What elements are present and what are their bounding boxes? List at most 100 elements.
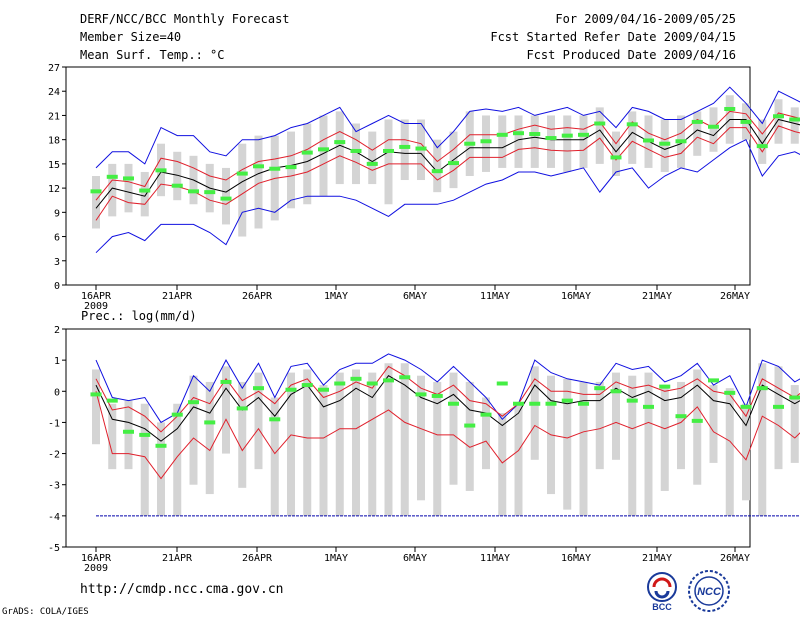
fcst-started-date: Fcst Started Refer Date 2009/04/15 [490,30,736,44]
spread-box [612,372,620,460]
obs-marker [691,418,703,423]
obs-marker [789,395,800,400]
y-tick-label: 24 [48,87,60,98]
obs-marker [415,392,427,397]
series-mean-line [95,118,800,209]
y-tick-label: -5 [48,543,60,554]
spread-box [433,381,442,516]
obs-marker [724,390,736,395]
spread-box [498,115,507,168]
spread-box [108,403,117,470]
bcc-logo-text: BCC [652,602,672,612]
obs-marker [350,376,362,381]
source-url[interactable]: http://cmdp.ncc.cma.gov.cn [80,582,284,597]
x-tick-label: 21APR [162,553,193,564]
spread-box [384,363,393,516]
spread-box [579,115,588,168]
obs-marker [106,398,118,403]
obs-marker [220,379,232,384]
x-tick-label: 26MAY [720,291,750,302]
obs-marker [756,144,768,149]
spread-box [563,115,572,172]
spread-box [400,363,409,516]
spread-box [335,111,344,185]
spread-box [790,107,799,144]
obs-marker [366,161,378,166]
plot-frame-0 [65,66,751,286]
obs-marker [139,432,151,437]
obs-marker [431,393,443,398]
spread-box [124,400,133,470]
spread-box [449,372,458,485]
spread-box [709,107,718,152]
obs-marker [236,406,248,411]
ncc-logo: NCC [688,570,730,612]
y-tick-label: -4 [48,512,60,523]
spread-box [758,363,767,516]
spread-box [530,115,539,168]
spread-box [595,381,604,470]
x-tick-label: 1MAY [324,553,348,564]
spread-box [563,378,572,510]
obs-marker [626,122,638,127]
x-tick-label: 16MAY [561,553,591,564]
obs-marker [253,386,264,391]
x-tick-label: 21MAY [642,291,672,302]
y-tick-label: -2 [48,450,60,461]
spread-box [352,123,360,185]
obs-marker [480,412,492,417]
x-tick-label: 26APR [242,291,273,302]
grads-credit: GrADS: COLA/IGES [2,607,89,617]
obs-marker [529,132,541,137]
y-tick-label: 1 [54,356,60,367]
spread-box [790,385,799,463]
spread-box [287,131,295,209]
spread-box [514,115,523,168]
series-max-line [95,353,800,424]
obs-marker [724,106,736,111]
spread-box [644,372,653,516]
obs-marker [610,155,622,160]
obs-marker [318,387,329,392]
obs-marker [383,148,394,153]
obs-marker [285,165,297,170]
obs-marker [594,121,606,126]
obs-marker [188,189,199,194]
spread-box [482,397,490,470]
spread-box [400,119,409,181]
series-lower-line [95,391,800,480]
obs-marker [123,429,134,434]
obs-marker [708,124,719,129]
obs-marker [431,169,443,174]
series-upper-line [95,110,800,201]
x-tick-label: 21MAY [642,553,672,564]
obs-marker [626,398,638,403]
obs-marker [204,420,216,425]
obs-marker [106,174,118,179]
series-max-line [95,86,800,169]
spread-box [238,381,247,488]
obs-marker [383,378,394,383]
spread-box [677,381,685,470]
spread-box [530,366,539,460]
spread-box [92,369,100,445]
obs-marker [188,400,199,405]
spread-box [579,381,588,516]
spread-box [303,123,312,205]
obs-marker [691,119,703,124]
x-tick-label: 11MAY [480,553,510,564]
y-tick-label: -3 [48,481,60,492]
x-tick-label: 6MAY [403,553,427,564]
obs-marker [269,417,281,422]
obs-marker [561,133,573,138]
spread-box [303,369,312,516]
header-line-1: DERF/NCC/BCC Monthly Forecast [80,12,290,26]
x-tick-label: 11MAY [480,291,510,302]
obs-marker [578,401,589,406]
x-year-label: 2009 [84,301,108,312]
obs-marker [529,401,541,406]
y-tick-label: 0 [54,387,60,398]
obs-marker [773,404,784,409]
obs-marker [448,401,459,406]
spread-box [254,135,263,229]
